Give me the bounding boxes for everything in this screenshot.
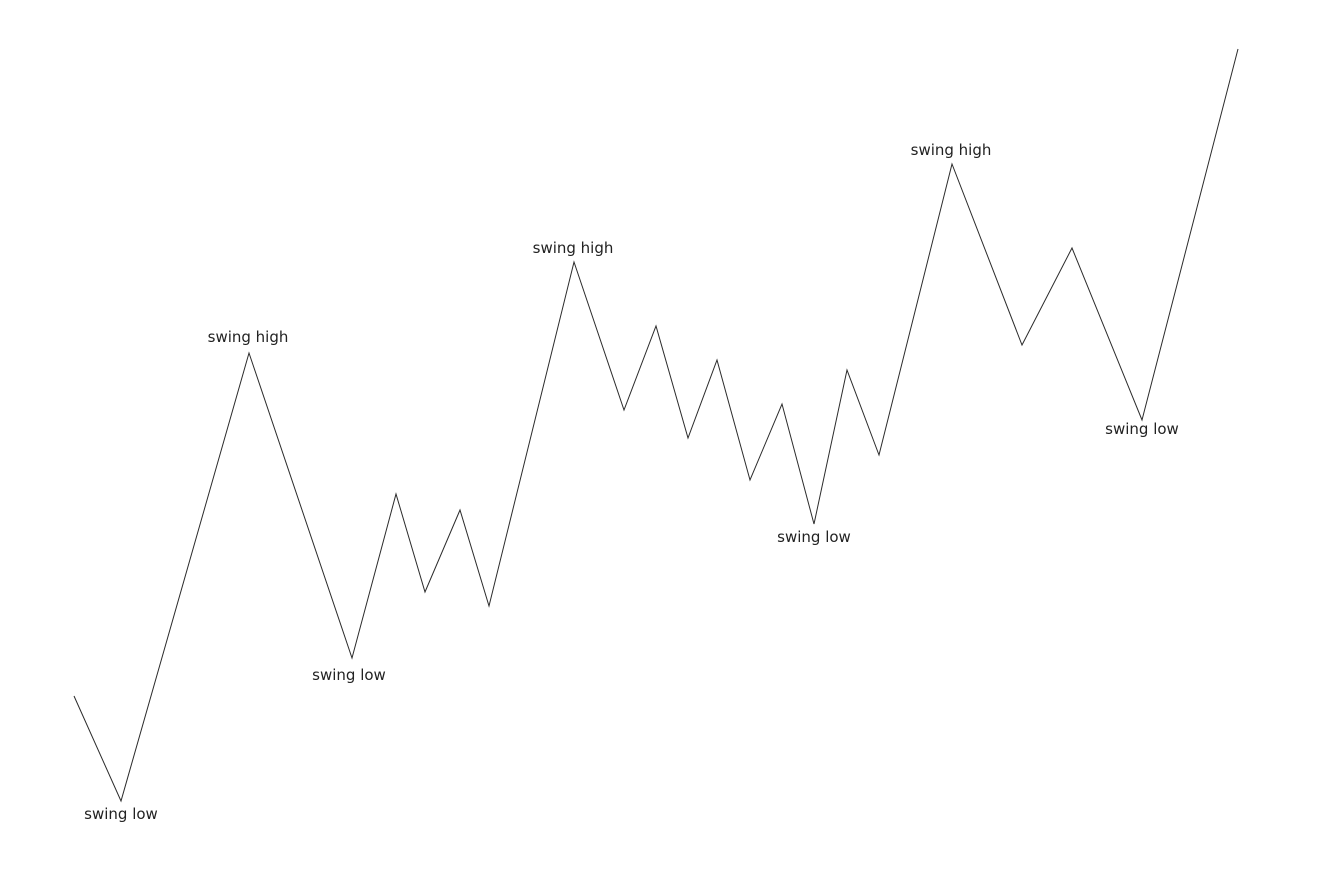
swing-low-label-1: swing low [84, 805, 158, 823]
swing-low-label-3: swing low [777, 528, 851, 546]
swing-high-label-2: swing high [533, 239, 614, 257]
swing-high-label-1: swing high [208, 328, 289, 346]
swing-low-label-2: swing low [312, 666, 386, 684]
swing-high-label-3: swing high [911, 141, 992, 159]
price-zigzag-line [73, 48, 1239, 803]
swing-low-label-4: swing low [1105, 420, 1179, 438]
